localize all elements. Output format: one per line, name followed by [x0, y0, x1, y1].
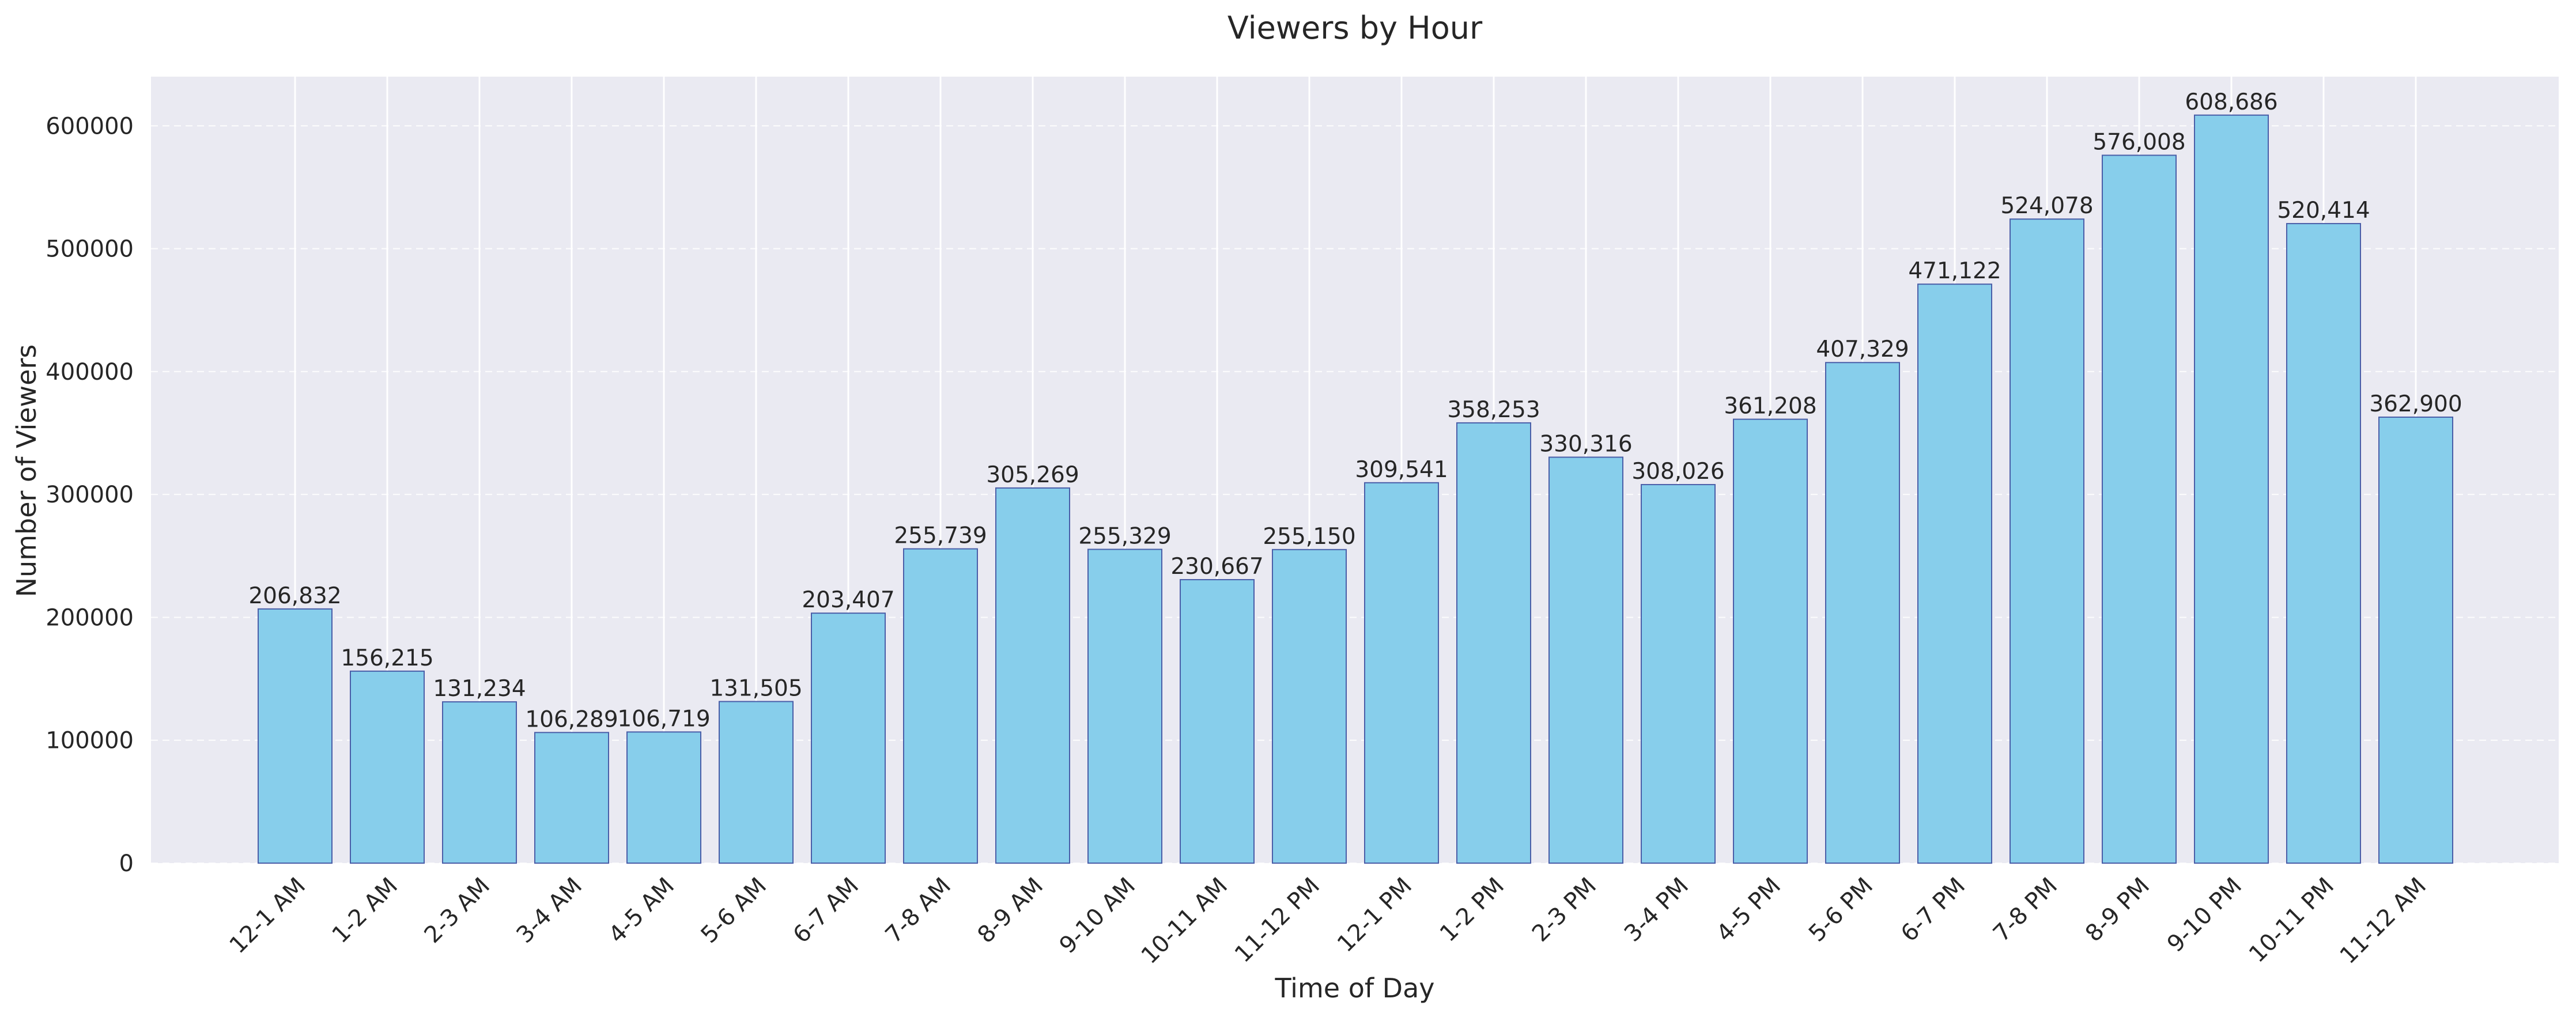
x-tick-label: 5-6 PM — [1804, 873, 1878, 947]
bar — [811, 612, 886, 864]
bar — [2378, 417, 2453, 864]
bar-value-label: 520,414 — [2277, 198, 2370, 224]
bar-value-label: 106,289 — [525, 706, 618, 732]
y-tick-label: 100000 — [46, 728, 134, 754]
bar-value-label: 131,505 — [709, 676, 802, 702]
bar — [995, 487, 1070, 864]
x-tick-label: 12-1 AM — [225, 873, 311, 959]
bar-value-label: 524,078 — [2000, 193, 2093, 219]
x-axis-label: Time of Day — [1275, 973, 1435, 1004]
bar — [350, 670, 425, 864]
chart-title: Viewers by Hour — [1227, 10, 1483, 46]
x-tick-label: 2-3 AM — [420, 873, 495, 948]
bar-value-label: 471,122 — [1908, 258, 2001, 284]
bar-value-label: 358,253 — [1447, 397, 1540, 423]
x-tick-label: 4-5 AM — [604, 873, 679, 948]
x-tick-label: 1-2 PM — [1435, 873, 1509, 947]
bar — [1364, 482, 1439, 864]
x-tick-label: 5-6 AM — [696, 873, 772, 948]
bar — [1641, 484, 1716, 864]
bar — [2102, 154, 2177, 864]
bar — [1087, 549, 1162, 864]
y-axis-ticks: 0 100000 200000 300000 400000 500000 600000 — [46, 113, 134, 877]
x-tick-label: 9-10 PM — [2162, 873, 2247, 958]
bar — [1180, 579, 1255, 864]
x-tick-label: 6-7 PM — [1896, 873, 1970, 947]
x-tick-label: 6-7 AM — [788, 873, 864, 948]
bar — [1456, 422, 1531, 864]
bar-value-label: 361,208 — [1724, 394, 1816, 419]
x-tick-label: 10-11 AM — [1136, 873, 1233, 969]
x-tick-label: 12-1 PM — [1332, 873, 1417, 958]
bar — [1272, 549, 1347, 864]
bar-value-label: 156,215 — [341, 645, 433, 671]
y-tick-label: 300000 — [46, 482, 134, 508]
bar-value-label: 362,900 — [2369, 391, 2462, 417]
bar — [719, 701, 794, 864]
bar — [1917, 283, 1992, 864]
bar-value-label: 203,407 — [802, 587, 894, 613]
x-tick-label: 9-10 AM — [1055, 873, 1140, 959]
bar-value-label: 305,269 — [986, 462, 1079, 488]
bar-value-label: 131,234 — [433, 676, 526, 702]
bar — [2286, 223, 2361, 864]
x-tick-label: 1-2 AM — [327, 873, 403, 948]
y-tick-label: 500000 — [46, 236, 134, 263]
bar — [903, 548, 978, 864]
bar — [1733, 418, 1808, 864]
bar — [1825, 362, 1900, 864]
x-tick-label: 3-4 AM — [512, 873, 587, 948]
bar-value-label: 255,150 — [1263, 524, 1355, 550]
x-tick-label: 8-9 PM — [2080, 873, 2155, 947]
bar — [534, 732, 609, 864]
x-tick-label: 10-11 PM — [2244, 873, 2339, 968]
y-axis-label: Number of Viewers — [11, 345, 42, 598]
bar-value-label: 230,667 — [1170, 554, 1263, 580]
x-tick-label: 7-8 PM — [1988, 873, 2063, 947]
bar — [1548, 456, 1623, 864]
bar — [258, 608, 333, 864]
x-tick-label: 8-9 AM — [973, 873, 1048, 948]
bar-value-label: 608,686 — [2185, 89, 2277, 115]
y-tick-label: 400000 — [46, 359, 134, 385]
bar — [2194, 114, 2269, 864]
y-tick-label: 600000 — [46, 113, 134, 139]
bar-value-label: 330,316 — [1539, 431, 1632, 457]
x-axis-ticks: 12-1 AM 1-2 AM 2-3 AM 3-4 AM 4-5 AM 5-6 AM 6-7… — [225, 873, 2431, 969]
x-tick-label: 7-8 AM — [881, 873, 956, 948]
x-tick-label: 3-4 PM — [1619, 873, 1694, 947]
x-tick-label: 2-3 PM — [1527, 873, 1601, 947]
bar — [442, 701, 517, 864]
x-tick-label: 11-12 PM — [1230, 873, 1325, 968]
x-tick-label: 11-12 AM — [2335, 873, 2431, 969]
y-tick-label: 200000 — [46, 604, 134, 631]
bar-value-label: 576,008 — [2092, 129, 2185, 155]
y-tick-label: 0 — [119, 850, 134, 877]
bar-value-label: 206,832 — [248, 583, 341, 609]
bar — [2010, 218, 2084, 864]
bars — [258, 114, 2453, 864]
bar — [626, 731, 701, 864]
bar-value-label: 407,329 — [1816, 336, 1909, 362]
bar-value-label: 309,541 — [1355, 457, 1448, 483]
bar-value-label: 255,739 — [894, 523, 987, 549]
bar-value-label: 308,026 — [1631, 459, 1724, 485]
bar-value-label: 255,329 — [1078, 523, 1171, 549]
bar-value-label: 106,719 — [617, 706, 710, 732]
x-tick-label: 4-5 PM — [1712, 873, 1786, 947]
